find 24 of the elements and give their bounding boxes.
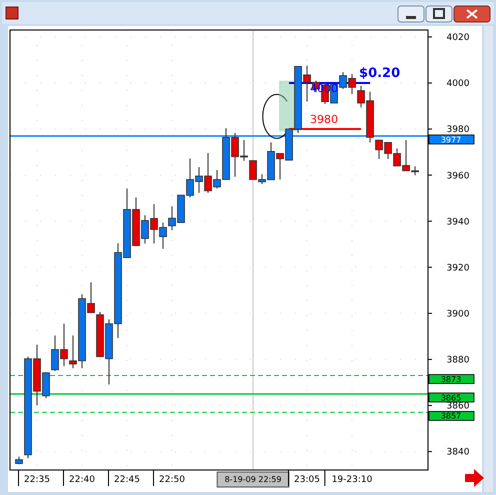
y-tick-label: 4020 [446, 33, 470, 44]
y-tick-label: 3920 [446, 263, 470, 274]
y-tick-label: 3880 [446, 356, 470, 366]
annotation: $0.20 [359, 66, 400, 81]
x-tick-label: 19-23:10 [332, 475, 373, 485]
annotation: 3980 [310, 113, 338, 126]
x-tick-label: 22:50 [159, 475, 186, 485]
x-tick-label: 22:40 [69, 475, 96, 485]
ref-line-label: 3865 [440, 393, 462, 402]
x-tick-label: 23:05 [294, 475, 320, 485]
ref-line-label: 3857 [440, 412, 462, 421]
y-tick-label: 3860 [446, 402, 470, 412]
ref-line-label: 3977 [440, 135, 462, 144]
annotation: 4000 [310, 82, 338, 95]
y-tick-label: 3900 [446, 310, 470, 320]
y-tick-label: 3940 [446, 217, 470, 228]
y-tick-label: 3960 [446, 171, 470, 182]
x-tick-label: 22:35 [24, 475, 50, 485]
y-tick-label: 3980 [446, 125, 470, 136]
ref-line-label: 3873 [440, 374, 462, 384]
y-tick-label: 3840 [446, 448, 470, 458]
y-tick-label: 4000 [446, 79, 470, 90]
x-tick-label: 22:45 [114, 475, 140, 485]
x-tick-label: 8-19-09 22:59 [224, 475, 282, 484]
